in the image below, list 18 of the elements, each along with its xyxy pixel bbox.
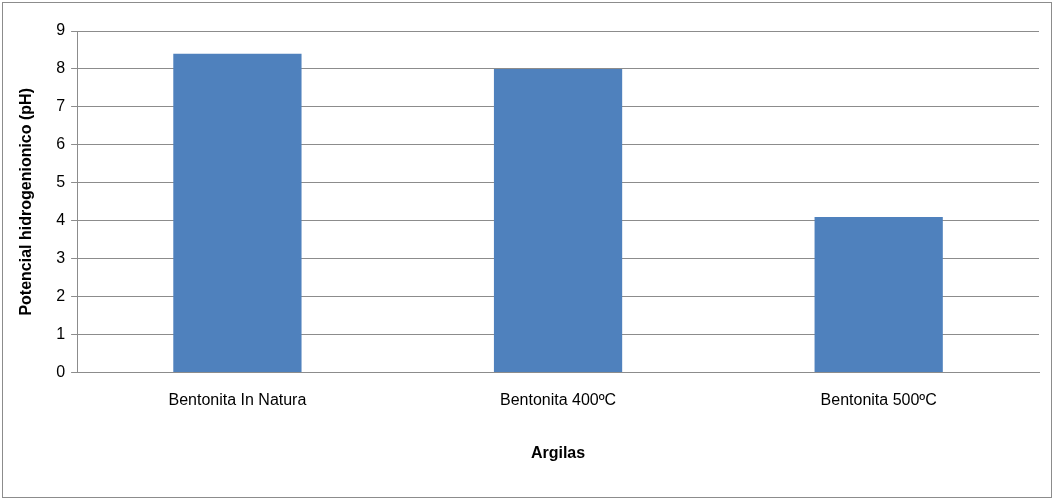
x-axis-title: Argilas (530, 443, 586, 461)
bar (493, 68, 623, 373)
y-tick-label: 6 (56, 135, 66, 153)
y-axis-title: Potencial hidrogenionico (pH) (17, 88, 35, 316)
y-tick-label: 2 (56, 287, 66, 305)
x-tick-label: Bentonita 500ºC (820, 390, 937, 408)
bar (814, 216, 943, 373)
y-tick-label: 1 (56, 325, 66, 343)
y-tick-label: 5 (56, 173, 66, 191)
y-tick-label: 8 (56, 59, 66, 77)
y-tick-label: 3 (56, 249, 66, 267)
x-tick-label: Bentonita 400ºC (499, 390, 617, 408)
bar (173, 53, 302, 373)
y-tick-label: 9 (56, 21, 66, 39)
y-tick-label: 0 (56, 363, 66, 381)
y-tick-label: 7 (56, 97, 66, 115)
x-tick-label: Bentonita In Natura (168, 390, 307, 408)
y-tick-label: 4 (56, 211, 66, 229)
